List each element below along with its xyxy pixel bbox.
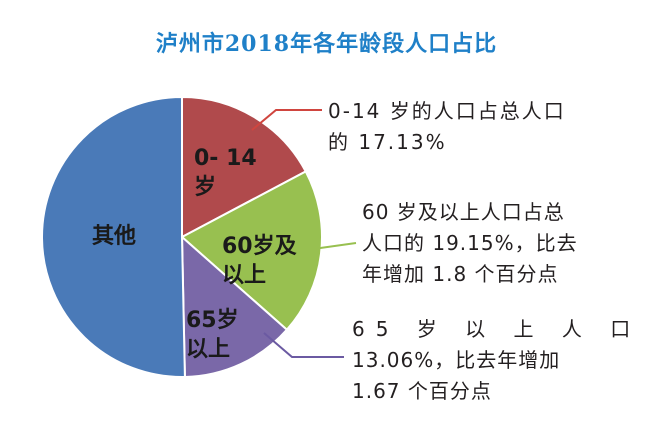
annotation-age-60-plus-line2: 人口的 19.15%，比去 [362,231,578,255]
annotation-age-0-14-line1: 0-14 岁的人口占总人口 [328,99,566,123]
annotation-age-65-plus-line1: 65 岁 以 上 人 口 [352,317,642,341]
annotation-age-65-plus: 65 岁 以 上 人 口 13.06%，比去年增加 1.67 个百分点 [352,314,641,407]
chart-title: 泸州市2018年各年龄段人口占比 [155,31,498,57]
annotation-age-65-plus-line2: 13.06%，比去年增加 [352,348,561,372]
slice-label-other: 其他 [92,224,136,249]
annotation-age-0-14: 0-14 岁的人口占总人口 的 17.13% [328,96,566,158]
slice-age-60-plus [180,170,323,332]
annotation-age-60-plus: 60 岁及以上人口占总 人口的 19.15%，比去 年增加 1.8 个百分点 [362,197,578,290]
slice-label-age-60-plus: 60岁及以上 [222,233,298,288]
annotation-age-60-plus-line3: 年增加 1.8 个百分点 [362,262,559,286]
annotation-age-60-plus-line1: 60 岁及以上人口占总 [362,200,565,224]
slice-label-age-0-14: 0- 14 岁 [194,146,257,200]
leader-age-65-plus [263,332,344,358]
leader-age-0-14 [251,109,322,131]
slice-age-65-plus [180,234,289,378]
annotation-age-0-14-line2: 的 17.13% [328,130,447,154]
annotation-age-65-plus-line3: 1.67 个百分点 [352,379,492,403]
slice-age-0-14 [181,95,308,239]
slice-other [41,95,186,378]
slice-label-age-65-plus: 65岁以上 [186,307,239,362]
leader-age-60-plus [305,242,357,251]
